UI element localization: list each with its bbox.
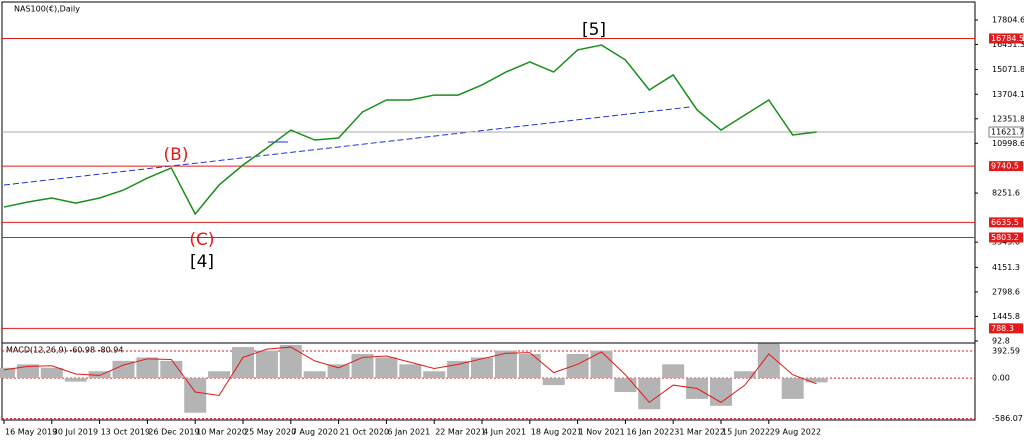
x-tick-label: 6 Jan 2021 — [387, 428, 430, 437]
macd-tick-label: -586.07 — [992, 414, 1023, 423]
price-tag — [988, 126, 1024, 138]
macd-tick-label: 392.59 — [992, 347, 1020, 356]
y-tick-label: 16451.3 — [992, 40, 1024, 49]
macd-bar — [542, 378, 565, 386]
macd-bar — [518, 353, 541, 379]
level-tag — [989, 323, 1023, 334]
macd-bar — [710, 378, 732, 406]
macd-bar — [88, 371, 111, 379]
macd-bar — [303, 371, 326, 379]
macd-bar — [64, 378, 87, 382]
macd-bar — [471, 357, 493, 379]
macd-bar — [638, 378, 661, 410]
wave-label: [4] — [190, 252, 214, 272]
macd-bar — [232, 347, 254, 379]
x-tick-label: 18 Aug 2021 — [531, 428, 582, 437]
macd-bar — [494, 350, 517, 379]
macd-bar — [590, 350, 613, 379]
macd-bar — [16, 364, 39, 379]
level-label: 6635.5 — [991, 218, 1019, 227]
y-tick-label: 13704.1 — [992, 90, 1024, 99]
macd-bar — [255, 350, 278, 379]
y-tick-label: 17804.6 — [992, 15, 1024, 24]
y-tick-label: 15071.8 — [992, 65, 1024, 74]
macd-bar — [327, 364, 350, 379]
y-tick-label: 4151.3 — [992, 263, 1020, 272]
y-tick-label: 8251.6 — [992, 189, 1020, 198]
x-tick-label: 13 Oct 2019 — [101, 428, 150, 437]
y-tick-label: 92.8 — [992, 336, 1010, 345]
macd-bar — [805, 378, 828, 383]
frame — [1, 1, 976, 421]
wave-label: [5] — [582, 20, 606, 40]
signal-line — [3, 346, 817, 404]
macd-bar — [279, 345, 302, 379]
level-tag — [989, 217, 1023, 228]
macd-bar — [423, 371, 446, 379]
macd-bar — [40, 367, 63, 379]
macd-bar — [112, 360, 135, 379]
x-tick-label: 1 Nov 2021 — [579, 428, 625, 437]
x-tick-label: 22 Mar 2021 — [435, 428, 486, 437]
macd-bar — [0, 367, 15, 379]
y-tick-label: 2798.6 — [992, 287, 1020, 296]
y-tick-label: 10998.6 — [992, 139, 1024, 148]
price-label: 11621.7 — [991, 128, 1024, 137]
level-label: 788.3 — [991, 324, 1014, 333]
macd-bar — [399, 364, 422, 379]
wave-label: (B) — [164, 145, 189, 165]
macd-bar — [447, 360, 470, 379]
x-tick-label: 26 Dec 2019 — [148, 428, 199, 437]
price-line — [3, 44, 817, 216]
trend-line — [3, 106, 691, 186]
macd-bar — [781, 378, 804, 399]
macd-bar — [733, 371, 756, 379]
chart-title: NAS100(€),Daily — [14, 5, 80, 14]
macd-bar — [375, 357, 398, 379]
x-tick-label: 31 Mar 2022 — [674, 428, 725, 437]
macd-bar — [566, 353, 589, 379]
level-tag — [989, 232, 1023, 243]
macd-bar — [208, 371, 231, 379]
x-tick-label: 30 Jul 2019 — [53, 428, 98, 437]
level-label: 9740.5 — [991, 162, 1019, 171]
macd-tick-label: 0.00 — [992, 374, 1010, 383]
macd-bar — [160, 360, 183, 379]
level-label: 5803.2 — [991, 233, 1019, 242]
macd-bar — [614, 378, 637, 392]
level-tag — [989, 33, 1023, 44]
wave-label: (C) — [189, 230, 214, 250]
macd-bar — [184, 378, 207, 413]
x-tick-label: 25 May 2020 — [244, 428, 296, 437]
macd-bar — [662, 364, 685, 379]
level-tag — [989, 161, 1023, 172]
macd-bar — [136, 357, 159, 379]
macd-bar — [757, 343, 780, 379]
x-tick-label: 15 Jun 2022 — [722, 428, 770, 437]
x-tick-label: 21 Oct 2020 — [340, 428, 389, 437]
y-tick-label: 1445.8 — [992, 312, 1020, 321]
x-tick-label: 16 Jan 2022 — [626, 428, 674, 437]
x-tick-label: 7 Aug 2020 — [292, 428, 338, 437]
y-tick-label: 12351.8 — [992, 114, 1024, 123]
x-tick-label: 4 Jun 2021 — [483, 428, 526, 437]
level-label: 16784.5 — [991, 34, 1024, 43]
x-tick-label: 16 May 2019 — [5, 428, 57, 437]
x-tick-label: 29 Aug 2022 — [770, 428, 821, 437]
macd-label: MACD(12,26,9) -60.98 -80.94 — [6, 346, 123, 355]
x-tick-label: 10 Mar 2020 — [196, 428, 247, 437]
